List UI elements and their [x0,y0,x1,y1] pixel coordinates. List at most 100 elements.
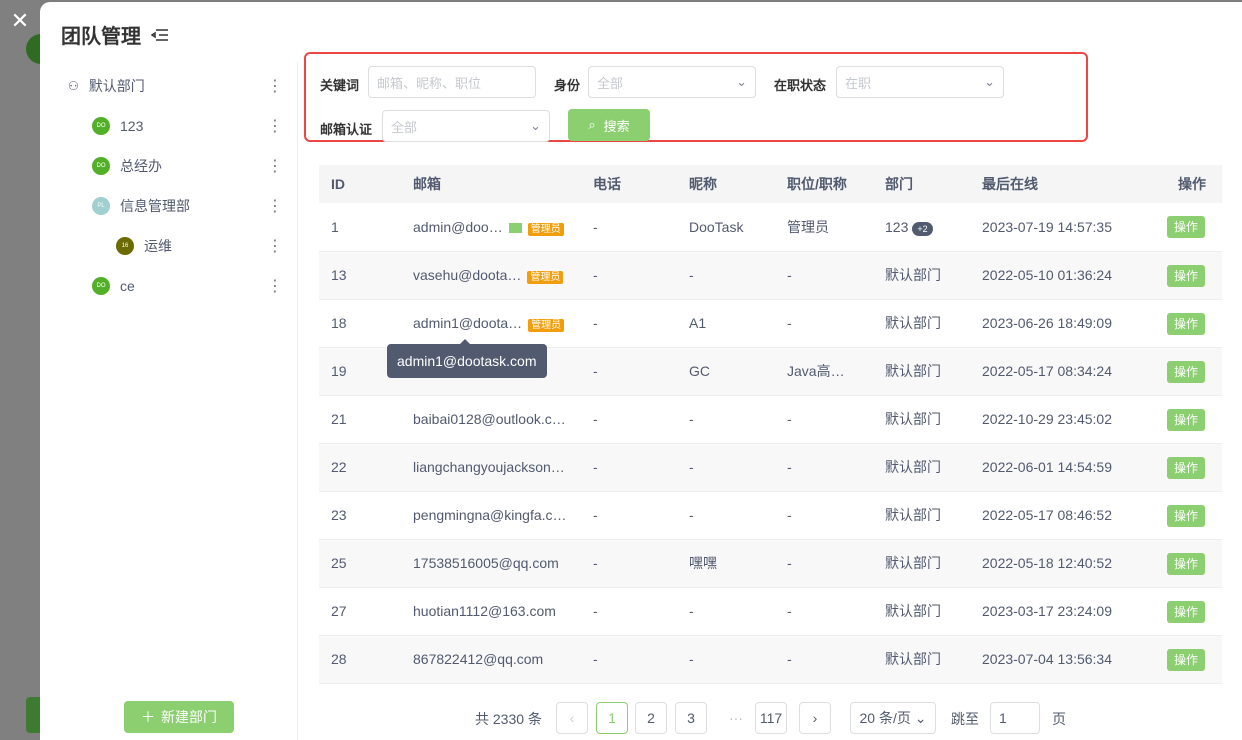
department-label: 总经办 [120,158,162,174]
cell-position: - [775,539,873,588]
table-row[interactable]: 23 pengmingna@kingfa.c… - - - 默认部门 2022-… [319,491,1222,540]
search-label: 搜索 [603,118,630,134]
chevron-down-icon: ⌄ [530,118,541,133]
user-table: ID 邮箱 电话 昵称 职位/职称 部门 最后在线 操作 1 admin@doo… 管理员 - D… [319,165,1222,684]
jump-input[interactable]: 1 [990,702,1040,734]
action-button[interactable]: 操作 [1166,600,1205,623]
column-header: 最后在线 [970,165,1150,203]
page-button[interactable]: 3 [675,702,707,734]
cell-nickname: - [677,587,775,636]
page-button[interactable]: 117 [755,702,787,734]
cell-position: - [775,443,873,492]
email-text: 17538516005@qq.com [413,555,559,571]
department-text: 默认部门 [885,651,941,667]
table-row[interactable]: 21 baibai0128@outlook.c… - - - 默认部门 2022… [319,395,1222,444]
table-row[interactable]: 27 huotian1112@163.com - - - 默认部门 2023-0… [319,587,1222,636]
cell-position: 管理员 [775,203,873,252]
cell-action: 操作 [1150,251,1222,300]
table-row[interactable]: 18 admin1@doota… 管理员 - A1 - 默认部门 2023-06-… [319,299,1222,348]
department-item[interactable]: PL 信息管理部 ⋮ [92,186,283,226]
cell-phone: - [581,587,677,636]
cell-phone: - [581,539,677,588]
cell-email: pengmingna@kingfa.c… [401,491,581,540]
cell-department: 默认部门 [873,299,970,348]
menu-collapse-icon[interactable] [151,28,169,42]
action-button[interactable]: 操作 [1166,504,1205,527]
cell-position: Java高… [775,347,873,396]
page-size-select[interactable]: 20 条/页 ⌄ [850,702,936,734]
action-button[interactable]: 操作 [1166,312,1205,335]
next-page-button[interactable]: › [799,702,831,734]
department-text: 123 [885,218,909,235]
new-department-label: 新建部门 [161,709,217,725]
cell-last-online: 2022-05-17 08:46:52 [970,491,1150,540]
cell-last-online: 2022-05-10 01:36:24 [970,251,1150,300]
keyword-input[interactable]: 邮箱、昵称、职位 [368,66,536,98]
department-item[interactable]: DO 总经办 ⋮ [92,146,283,186]
cell-last-online: 2023-07-04 13:56:34 [970,635,1150,684]
action-button[interactable]: 操作 [1166,552,1205,575]
table-row[interactable]: 22 liangchangyoujackson… - - - 默认部门 2022… [319,443,1222,492]
cell-action: 操作 [1150,347,1222,396]
cell-id: 21 [319,395,401,444]
email-tooltip: admin1@dootask.com [387,339,547,378]
action-button[interactable]: 操作 [1166,648,1205,671]
table-row[interactable]: 1 admin@doo… 管理员 - DooTask 管理员 123 +2 2023… [319,203,1222,252]
cell-nickname: 嘿嘿 [677,539,775,588]
cell-nickname: - [677,635,775,684]
page-unit: 页 [1052,711,1066,727]
action-button[interactable]: 操作 [1166,264,1205,287]
department-item[interactable]: DO ce ⋮ [92,266,283,306]
cell-phone: - [581,299,677,348]
cell-action: 操作 [1150,635,1222,684]
column-header: 昵称 [677,165,775,203]
action-button[interactable]: 操作 [1166,360,1205,383]
page-button[interactable]: 1 [596,702,628,734]
page-title: 团队管理 [61,20,169,49]
table-row[interactable]: 13 vasehu@doota… 管理员 - - - 默认部门 2022-05-1… [319,251,1222,300]
cell-action: 操作 [1150,587,1222,636]
cell-id: 28 [319,635,401,684]
department-item[interactable]: DO 123 ⋮ [92,106,283,146]
table-row[interactable]: 25 17538516005@qq.com - 嘿嘿 - 默认部门 2022-0… [319,539,1222,588]
department-text: 默认部门 [885,555,941,571]
more-vertical-icon[interactable]: ⋮ [267,238,283,255]
cell-nickname: - [677,395,775,444]
identity-select[interactable]: 全部 ⌄ [588,66,756,98]
cell-nickname: DooTask [677,203,775,252]
cell-id: 13 [319,251,401,300]
prev-page-button[interactable]: ‹ [556,702,588,734]
more-vertical-icon[interactable]: ⋮ [267,198,283,215]
new-department-button[interactable]: ＋ 新建部门 [124,701,234,733]
page-button[interactable]: 2 [635,702,667,734]
table-row[interactable]: 28 867822412@qq.com - - - 默认部门 2023-07-0… [319,635,1222,684]
department-text: 默认部门 [885,603,941,619]
more-vertical-icon[interactable]: ⋮ [267,278,283,295]
status-select[interactable]: 在职 ⌄ [836,66,1004,98]
more-vertical-icon[interactable]: ⋮ [267,158,283,175]
cell-position: - [775,587,873,636]
department-text: 默认部门 [885,267,941,283]
department-item[interactable]: ⚇ 默认部门 ⋮ [68,66,283,106]
cell-position: - [775,635,873,684]
search-button[interactable]: ⌕ 搜索 [568,109,650,141]
identity-label: 身份 [554,78,581,93]
department-avatar: DO [92,157,110,175]
more-vertical-icon[interactable]: ⋮ [267,78,283,95]
cell-department: 默认部门 [873,539,970,588]
column-header: 操作 [1150,165,1222,203]
close-icon[interactable]: ✕ [10,8,30,33]
title-text: 团队管理 [61,26,141,48]
department-item[interactable]: 16 运维 ⋮ [116,226,283,266]
cell-last-online: 2023-07-19 14:57:35 [970,203,1150,252]
cell-email: baibai0128@outlook.c… [401,395,581,444]
action-button[interactable]: 操作 [1166,408,1205,431]
page-button[interactable]: ··· [720,702,752,734]
more-vertical-icon[interactable]: ⋮ [267,118,283,135]
email-verify-select[interactable]: 全部 ⌄ [382,110,550,142]
cell-nickname: A1 [677,299,775,348]
email-text: admin1@doota… [413,315,523,331]
action-button[interactable]: 操作 [1166,456,1205,479]
action-button[interactable]: 操作 [1166,216,1205,239]
pagination: 共 2330 条 ‹ 1 2 3 ··· 117 › 20 条/页 ⌄ 跳至 1 页 [40,702,1242,734]
